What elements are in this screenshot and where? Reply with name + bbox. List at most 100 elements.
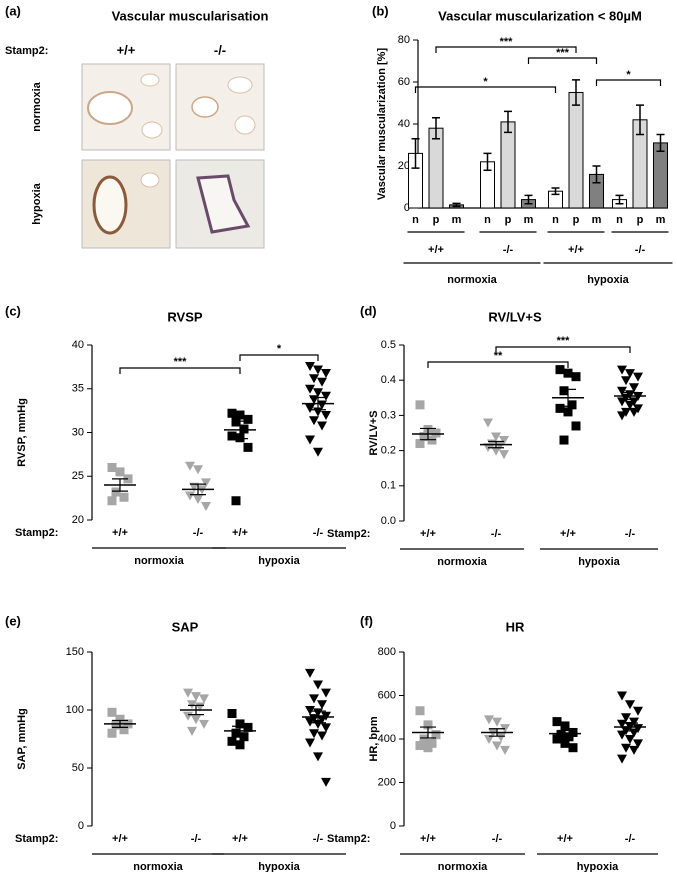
data-point xyxy=(107,463,117,472)
data-point xyxy=(187,726,197,736)
x-tick-label: p xyxy=(505,214,512,226)
group-label: hypoxia xyxy=(587,274,629,286)
data-point xyxy=(415,741,425,751)
significance-label: * xyxy=(277,343,282,355)
data-point xyxy=(484,715,494,725)
data-point xyxy=(115,467,125,477)
data-point xyxy=(313,365,323,375)
significance-label: *** xyxy=(174,356,188,368)
data-point xyxy=(629,383,639,393)
significance-label: * xyxy=(483,76,488,88)
data-point xyxy=(431,730,441,740)
y-axis-label: HR, bpm xyxy=(368,716,380,761)
error-bar xyxy=(452,202,461,208)
row-label: Stamp2: xyxy=(327,833,370,845)
sem-bar xyxy=(310,396,326,411)
data-point xyxy=(227,408,237,418)
data-point xyxy=(633,739,643,749)
row-label: normoxia xyxy=(31,81,43,131)
panel-label: (a) xyxy=(5,3,21,18)
data-point xyxy=(499,450,509,460)
group-label: normoxia xyxy=(438,861,488,872)
data-point xyxy=(309,694,319,704)
data-point xyxy=(617,386,627,396)
category-label: +/+ xyxy=(428,244,444,256)
error-bar xyxy=(592,165,601,184)
bar xyxy=(653,142,668,209)
y-tick-label: 50 xyxy=(72,762,84,774)
data-point xyxy=(231,728,241,738)
data-point xyxy=(239,424,249,434)
data-point xyxy=(419,432,429,442)
data-point xyxy=(201,478,211,488)
data-point xyxy=(621,713,631,723)
data-point xyxy=(625,400,635,410)
micrograph xyxy=(81,63,171,151)
data-point xyxy=(571,372,581,382)
bar xyxy=(568,92,584,209)
data-point xyxy=(555,403,565,413)
sem-bar xyxy=(112,719,128,728)
error-bar xyxy=(524,194,533,205)
data-point xyxy=(621,743,631,753)
sem-bar xyxy=(622,722,638,732)
error-bar xyxy=(483,152,492,171)
error-bar xyxy=(572,79,580,106)
category-label: +/+ xyxy=(560,528,576,540)
sem-bar xyxy=(489,728,505,737)
data-point xyxy=(415,706,425,716)
y-tick-label: 0.5 xyxy=(381,339,396,351)
y-tick-label: 0.1 xyxy=(381,480,396,492)
significance-bracket xyxy=(239,354,319,361)
data-point xyxy=(563,368,573,378)
data-point xyxy=(423,743,433,753)
data-point xyxy=(185,461,195,471)
data-point xyxy=(552,717,562,727)
sem-bar xyxy=(560,388,576,407)
panel-label: (f) xyxy=(360,613,373,628)
significance-bracket xyxy=(427,361,569,368)
data-point xyxy=(239,732,249,742)
data-point xyxy=(119,725,129,735)
category-label: -/- xyxy=(313,527,324,539)
data-point xyxy=(317,377,327,387)
group-label: normoxia xyxy=(447,274,497,286)
data-point xyxy=(559,435,569,445)
sem-bar xyxy=(188,704,204,716)
group-label: hypoxia xyxy=(578,556,620,568)
category-label: -/- xyxy=(635,244,646,256)
category-label: +/+ xyxy=(232,833,248,845)
data-point xyxy=(235,719,245,729)
data-point xyxy=(305,384,315,394)
y-tick-label: 150 xyxy=(66,646,84,658)
y-tick-label: 0.2 xyxy=(381,445,396,457)
panel-label: (e) xyxy=(5,613,21,628)
data-point xyxy=(313,447,323,457)
data-point xyxy=(107,707,117,717)
column-label: -/- xyxy=(214,42,226,57)
data-point xyxy=(633,706,643,716)
y-axis-label: SAP, mmHg xyxy=(16,708,28,770)
y-tick-label: 100 xyxy=(66,704,84,716)
data-point xyxy=(625,700,635,710)
data-point xyxy=(492,717,502,727)
data-point xyxy=(415,400,425,410)
data-point xyxy=(199,694,209,704)
panel-label: (d) xyxy=(360,303,377,318)
data-point xyxy=(419,734,429,744)
data-point xyxy=(415,439,425,449)
data-point xyxy=(111,720,121,730)
x-tick-label: p xyxy=(433,214,440,226)
y-axis-label: RVSP, mmHg xyxy=(16,398,28,467)
significance-label: *** xyxy=(556,47,570,59)
row-label: Stamp2: xyxy=(15,833,58,845)
sem-bar xyxy=(232,725,248,737)
data-point xyxy=(309,374,319,384)
data-point xyxy=(321,369,331,378)
data-point xyxy=(313,680,323,690)
significance-bracket xyxy=(495,346,631,353)
data-point xyxy=(423,720,433,730)
data-point xyxy=(321,391,331,401)
significance-label: ** xyxy=(494,350,503,362)
data-point xyxy=(317,700,327,710)
